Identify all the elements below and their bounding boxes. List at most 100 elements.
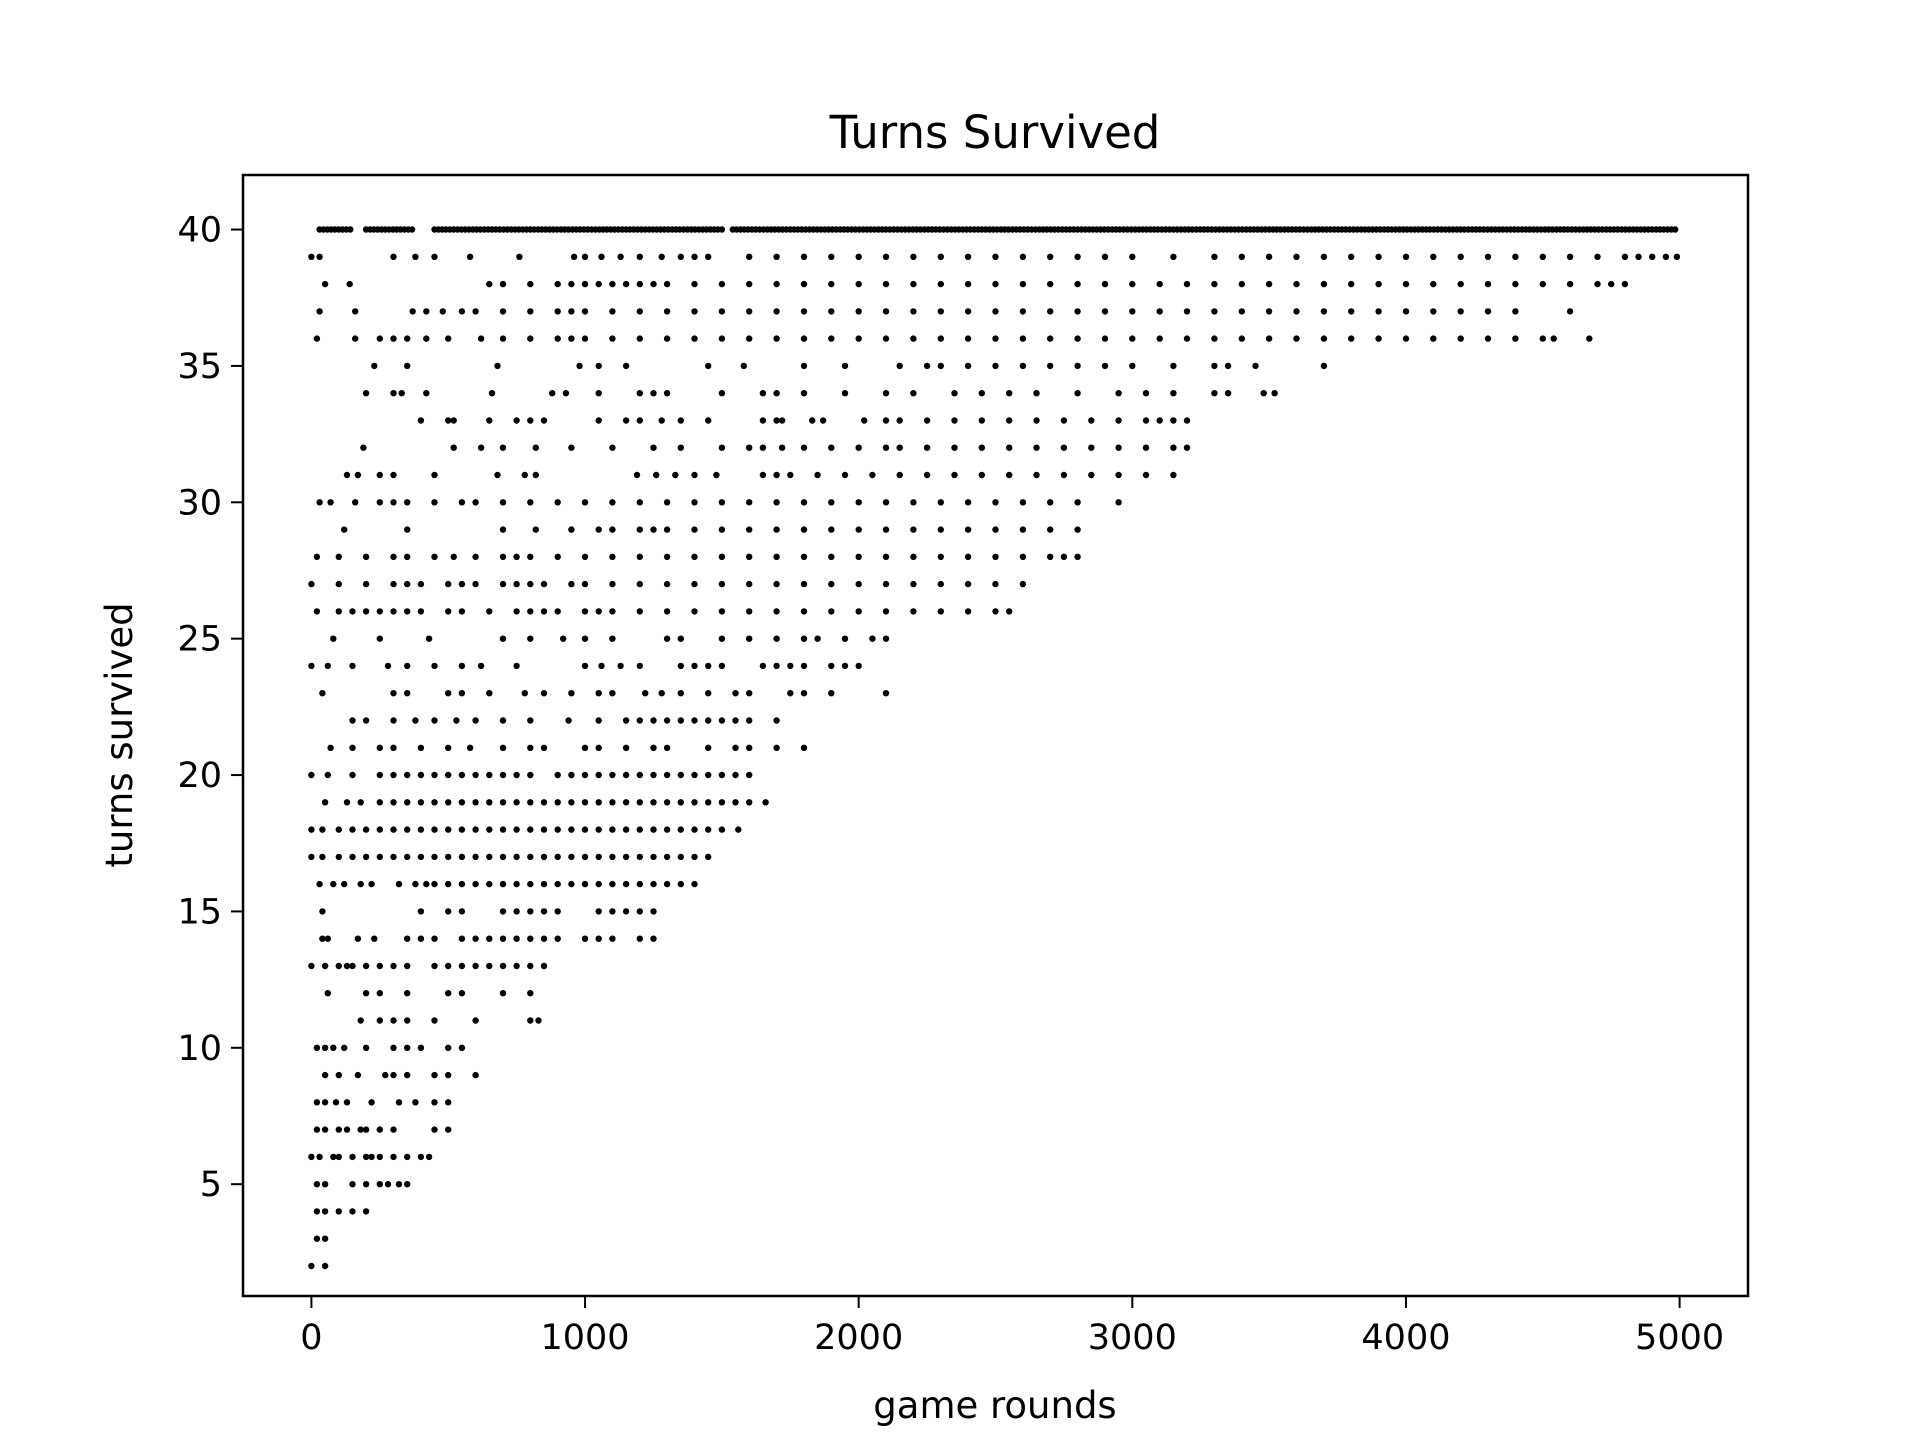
data-point [1348, 253, 1355, 260]
data-point [499, 990, 507, 997]
data-point [1457, 253, 1464, 260]
data-point [1033, 471, 1040, 479]
data-point [412, 253, 419, 260]
data-point [349, 1153, 356, 1161]
data-point [964, 280, 972, 288]
data-point [636, 717, 643, 724]
data-point [486, 880, 493, 888]
data-point [1183, 335, 1191, 342]
data-point [609, 826, 616, 833]
data-point [376, 771, 383, 779]
data-point [1170, 471, 1177, 479]
data-point [321, 1262, 329, 1270]
data-point [642, 690, 649, 697]
data-point [499, 499, 507, 506]
data-point [404, 799, 411, 806]
data-point [800, 499, 808, 506]
data-point [855, 280, 862, 288]
data-point [1047, 362, 1054, 370]
data-point [316, 880, 323, 888]
data-point [324, 662, 331, 670]
data-point [313, 1126, 321, 1133]
data-point [362, 853, 370, 861]
data-point [330, 1044, 337, 1052]
data-point [609, 308, 616, 315]
data-point [445, 1044, 452, 1052]
data-point [554, 308, 561, 315]
data-point [992, 499, 999, 506]
data-point [477, 444, 485, 451]
data-point [937, 362, 944, 370]
data-point [633, 471, 641, 479]
data-point [937, 499, 944, 506]
data-point [347, 226, 354, 233]
data-point [404, 1181, 411, 1188]
data-point [431, 826, 438, 833]
data-point [308, 1262, 315, 1270]
data-point [431, 499, 438, 506]
data-point [1019, 280, 1027, 288]
data-point [1320, 335, 1328, 342]
data-point [458, 880, 466, 888]
data-point [1074, 253, 1081, 260]
data-point [650, 935, 657, 942]
data-point [636, 799, 643, 806]
data-point [1060, 471, 1068, 479]
data-point [773, 280, 780, 288]
data-point [1006, 417, 1013, 424]
data-point [1074, 308, 1081, 315]
data-point [316, 1153, 323, 1161]
data-point [499, 935, 507, 942]
data-point [319, 826, 326, 833]
data-point [746, 635, 753, 642]
data-point [568, 826, 575, 833]
data-point [663, 799, 671, 806]
data-point [1074, 499, 1081, 506]
data-point [636, 580, 643, 588]
data-point [362, 553, 370, 560]
data-point [663, 280, 671, 288]
data-point [746, 526, 753, 533]
data-point [362, 1208, 370, 1215]
data-point [1512, 280, 1519, 288]
data-points [308, 226, 1681, 1270]
data-point [458, 962, 466, 970]
data-point [677, 717, 684, 724]
data-point [1074, 335, 1081, 342]
data-point [617, 662, 624, 670]
data-point [622, 744, 630, 751]
data-point [390, 608, 397, 615]
data-point [1019, 499, 1027, 506]
data-point [923, 471, 931, 479]
data-point [1566, 280, 1574, 288]
data-point [513, 580, 520, 588]
data-point [445, 771, 452, 779]
data-point [445, 580, 452, 588]
data-point [718, 662, 726, 670]
data-point [376, 335, 383, 342]
data-point [466, 744, 474, 751]
data-point [718, 771, 726, 779]
data-point [828, 690, 835, 697]
data-point [540, 744, 548, 751]
data-point [1088, 417, 1095, 424]
data-point [486, 608, 493, 615]
data-point [1129, 253, 1136, 260]
data-point [677, 662, 684, 670]
data-point [321, 280, 329, 288]
data-point [718, 226, 726, 233]
data-point [828, 580, 835, 588]
data-point [319, 690, 326, 697]
data-point [327, 744, 334, 751]
data-point [882, 444, 890, 451]
data-point [390, 826, 397, 833]
data-point [595, 362, 602, 370]
data-point [937, 253, 944, 260]
data-point [477, 335, 485, 342]
data-point [1649, 253, 1656, 260]
data-point [1019, 362, 1027, 370]
data-point [1088, 444, 1095, 451]
data-point [663, 526, 671, 533]
data-point [677, 771, 684, 779]
data-point [663, 853, 671, 861]
